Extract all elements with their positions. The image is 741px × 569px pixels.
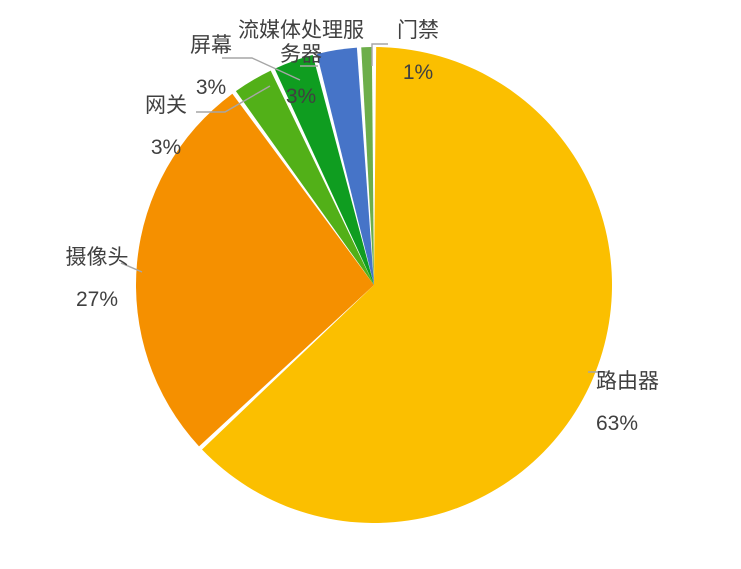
pie-slice[interactable] (316, 47, 374, 286)
slice-label-access-name: 门禁 (397, 19, 439, 43)
leader-line-access (371, 43, 388, 66)
slice-label-router-percent: 63% (596, 412, 639, 436)
slice-label-camera-percent: 27% (75, 288, 119, 312)
slice-label-gateway-percent: 3% (150, 136, 182, 160)
leader-line-screen (222, 57, 301, 81)
slice-label-camera-name: 摄像头 (65, 246, 129, 270)
slice-label-screen: 屏幕 3% (165, 16, 257, 119)
pie-slice[interactable] (235, 70, 374, 285)
slice-label-screen-percent: 3% (195, 76, 227, 100)
slice-label-stream-percent: 3% (285, 85, 317, 109)
pie-slice[interactable] (361, 47, 374, 286)
pie-slices-group (135, 47, 612, 523)
slice-label-camera: 摄像头 27% (38, 228, 156, 331)
pie-slice[interactable] (274, 55, 374, 285)
slice-label-screen-name: 屏幕 (190, 34, 232, 58)
slice-label-gateway-name: 网关 (145, 94, 187, 118)
slice-label-stream: 流媒体处理服 务器 3% (232, 1, 370, 128)
pie-slice[interactable] (202, 47, 612, 523)
slice-label-stream-name: 流媒体处理服 务器 (238, 19, 364, 67)
leader-line-camera (120, 262, 143, 273)
leader-line-gateway (196, 85, 271, 113)
slice-label-access-percent: 1% (402, 61, 434, 85)
slice-label-access: 门禁 1% (378, 1, 458, 104)
slice-label-router: 路由器 63% (596, 352, 716, 455)
slice-label-gateway: 网关 3% (120, 76, 212, 179)
pie-slice[interactable] (135, 93, 374, 447)
slice-label-router-name: 路由器 (596, 370, 659, 394)
leader-lines-group (120, 43, 608, 373)
